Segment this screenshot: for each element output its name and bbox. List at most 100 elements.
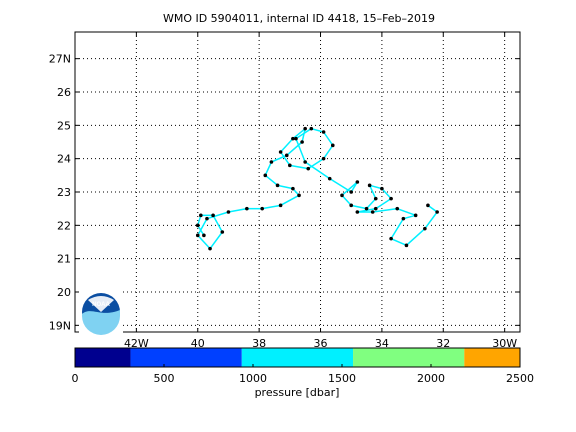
colorbar-tick-label: 2500	[506, 372, 534, 385]
track-segment	[280, 138, 294, 153]
track-segment	[295, 138, 306, 163]
profile-point	[297, 193, 301, 198]
x-tick-label: 38	[252, 337, 266, 350]
profile-point	[303, 126, 307, 131]
grid	[75, 32, 520, 332]
x-tick-label: 30W	[492, 337, 517, 350]
track-segment	[280, 194, 300, 206]
profile-point	[413, 213, 418, 218]
colorbar-label: pressure [dbar]	[255, 386, 340, 399]
profile-point	[260, 206, 265, 211]
x-tick-label: 42W	[124, 337, 149, 350]
colorbar-bin	[241, 348, 354, 367]
colorbar-ticks: 0 500 1000 1500 2000 2500	[72, 364, 534, 385]
profile-point	[205, 216, 209, 221]
track-segment	[396, 207, 416, 217]
profile-point	[291, 136, 295, 141]
profile-point	[367, 183, 372, 188]
profile-point	[373, 206, 378, 211]
colorbar-tick-label: 1500	[328, 372, 356, 385]
profile-point	[195, 233, 200, 238]
svg-text:NOAA: NOAA	[92, 302, 110, 308]
profile-point	[288, 163, 292, 168]
track-segment	[369, 184, 383, 190]
track-segment	[390, 237, 407, 247]
track-segment	[304, 161, 331, 180]
track-segment	[197, 234, 211, 250]
track-segment	[311, 127, 324, 133]
x-axis-ticks: 42W 40 38 36 34 32 30W	[124, 32, 517, 350]
track-segment	[405, 228, 426, 246]
profile-point	[373, 196, 378, 201]
track-segment	[390, 218, 405, 240]
track-segment	[277, 184, 294, 190]
y-tick-label: 26	[57, 86, 71, 99]
profile-point	[208, 246, 212, 251]
y-tick-label: 27N	[49, 53, 71, 66]
profile-point	[278, 203, 283, 208]
track-segment	[280, 151, 291, 166]
track-segment	[307, 158, 324, 170]
track-segment	[341, 181, 358, 196]
profile-point	[202, 233, 206, 238]
track-segment	[375, 198, 392, 210]
profile-point	[327, 176, 332, 181]
colorbar-frame	[74, 347, 521, 368]
track-segment	[197, 218, 208, 236]
colorbar-bin	[353, 348, 465, 367]
chart-title: WMO ID 5904011, internal ID 4418, 15–Feb…	[163, 12, 435, 25]
track-segment	[372, 207, 398, 213]
profile-point	[263, 173, 268, 178]
profile-point	[309, 126, 314, 131]
profile-point	[300, 140, 304, 144]
profile-point	[220, 230, 225, 234]
track-segment	[209, 231, 223, 250]
track-segment	[427, 204, 438, 213]
x-tick-label: 36	[314, 337, 328, 350]
profile-point	[349, 203, 354, 208]
profile-point	[321, 156, 326, 161]
profile-point	[389, 236, 393, 241]
profile-point	[380, 186, 384, 191]
profile-point	[278, 150, 283, 154]
track-segment	[381, 188, 392, 200]
noaa-logo: NOAA	[79, 290, 123, 335]
track-segment	[322, 144, 334, 160]
profile-point	[330, 143, 335, 148]
colorbar-bin	[75, 348, 131, 367]
track-segment	[322, 131, 334, 146]
track-segment	[424, 211, 438, 230]
y-tick-label: 22	[57, 219, 71, 232]
track-segment	[212, 214, 223, 233]
colorbar-bin	[464, 348, 520, 367]
track-segment	[264, 174, 279, 186]
profile-point	[291, 186, 295, 191]
profile-point	[303, 160, 307, 164]
profile-point	[245, 206, 249, 211]
profile-point	[199, 213, 203, 218]
y-tick-label: 25	[57, 119, 71, 132]
profile-point	[275, 183, 280, 188]
profile-point	[294, 136, 298, 141]
profile-point	[355, 180, 360, 184]
profile-point	[340, 193, 344, 198]
track-segment	[286, 141, 303, 156]
profile-point	[195, 223, 200, 228]
track-segment	[341, 194, 352, 206]
profile-point	[355, 210, 360, 214]
profile-point	[284, 153, 289, 158]
profile-point	[321, 130, 326, 134]
colorbar-tick-label: 0	[72, 372, 79, 385]
colorbar-bin	[130, 348, 242, 367]
profile-point	[395, 206, 400, 211]
track-segment	[289, 164, 309, 170]
x-tick-label: 34	[375, 337, 389, 350]
track-segment	[206, 211, 229, 220]
y-tick-label: 20	[57, 286, 71, 299]
colorbar-tick-label: 500	[154, 372, 175, 385]
profile-point	[404, 243, 409, 248]
y-tick-label: 23	[57, 186, 71, 199]
track-segment	[368, 185, 377, 199]
profile-point	[211, 213, 215, 218]
y-tick-label: 19N	[49, 319, 71, 332]
